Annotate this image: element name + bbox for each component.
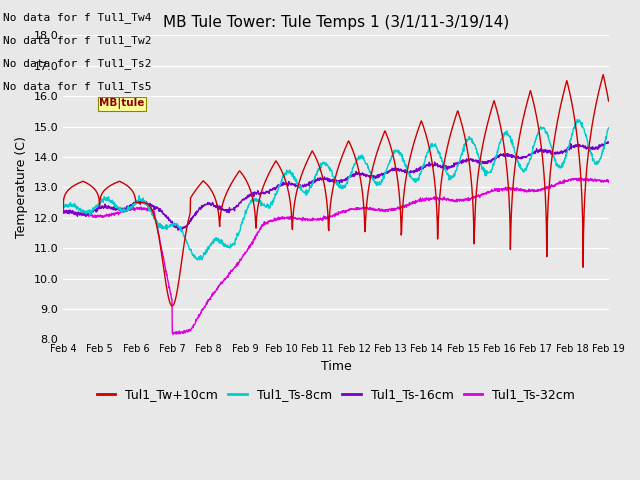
Tul1_Ts-8cm	[291, 176, 299, 181]
Text: MB|tule: MB|tule	[99, 98, 145, 109]
Tul1_Tw+10cm	[599, 72, 607, 77]
Legend: Tul1_Tw+10cm, Tul1_Ts-8cm, Tul1_Ts-16cm, Tul1_Ts-32cm: Tul1_Tw+10cm, Tul1_Ts-8cm, Tul1_Ts-16cm,…	[92, 383, 580, 406]
Tul1_Ts-32cm	[370, 206, 378, 212]
Tul1_Ts-16cm	[312, 178, 320, 184]
Tul1_Ts-32cm	[312, 217, 320, 223]
Tul1_Ts-16cm	[601, 139, 609, 144]
Tul1_Ts-8cm	[302, 192, 310, 198]
Tul1_Tw+10cm	[60, 209, 67, 215]
Tul1_Tw+10cm	[168, 303, 176, 309]
Tul1_Tw+10cm	[124, 183, 131, 189]
Text: No data for f Tul1_Ts2: No data for f Tul1_Ts2	[3, 58, 152, 69]
Line: Tul1_Ts-16cm: Tul1_Ts-16cm	[63, 142, 609, 230]
X-axis label: Time: Time	[321, 360, 351, 373]
Tul1_Ts-16cm	[605, 139, 612, 145]
Title: MB Tule Tower: Tule Temps 1 (3/1/11-3/19/14): MB Tule Tower: Tule Temps 1 (3/1/11-3/19…	[163, 15, 509, 30]
Tul1_Ts-8cm	[605, 125, 612, 131]
Tul1_Ts-32cm	[124, 207, 131, 213]
Tul1_Tw+10cm	[102, 186, 109, 192]
Tul1_Ts-32cm	[576, 175, 584, 181]
Tul1_Ts-16cm	[370, 173, 378, 179]
Text: No data for f Tul1_Tw2: No data for f Tul1_Tw2	[3, 35, 152, 46]
Tul1_Ts-8cm	[124, 205, 131, 211]
Text: No data for f Tul1_Tw4: No data for f Tul1_Tw4	[3, 12, 152, 23]
Tul1_Ts-8cm	[370, 176, 378, 181]
Y-axis label: Temperature (C): Temperature (C)	[15, 136, 28, 238]
Tul1_Ts-16cm	[124, 203, 131, 209]
Tul1_Ts-8cm	[573, 117, 581, 122]
Text: No data for f Tul1_Ts5: No data for f Tul1_Ts5	[3, 81, 152, 92]
Tul1_Tw+10cm	[312, 156, 320, 161]
Tul1_Tw+10cm	[302, 160, 310, 166]
Tul1_Ts-32cm	[60, 210, 67, 216]
Line: Tul1_Ts-8cm: Tul1_Ts-8cm	[63, 120, 609, 260]
Tul1_Ts-32cm	[291, 215, 299, 221]
Tul1_Ts-16cm	[291, 181, 299, 187]
Tul1_Tw+10cm	[370, 160, 378, 166]
Tul1_Ts-8cm	[193, 257, 201, 263]
Line: Tul1_Tw+10cm: Tul1_Tw+10cm	[63, 74, 609, 306]
Tul1_Ts-32cm	[302, 217, 310, 223]
Tul1_Ts-32cm	[605, 179, 612, 184]
Tul1_Tw+10cm	[605, 98, 612, 104]
Tul1_Ts-16cm	[60, 209, 67, 215]
Tul1_Ts-16cm	[174, 227, 182, 233]
Tul1_Ts-16cm	[102, 204, 109, 210]
Tul1_Ts-8cm	[60, 204, 67, 210]
Tul1_Ts-16cm	[302, 182, 310, 188]
Line: Tul1_Ts-32cm: Tul1_Ts-32cm	[63, 178, 609, 334]
Tul1_Tw+10cm	[291, 198, 299, 204]
Tul1_Ts-32cm	[102, 213, 109, 219]
Tul1_Ts-8cm	[312, 172, 320, 178]
Tul1_Ts-8cm	[102, 196, 109, 202]
Tul1_Ts-32cm	[172, 331, 180, 337]
